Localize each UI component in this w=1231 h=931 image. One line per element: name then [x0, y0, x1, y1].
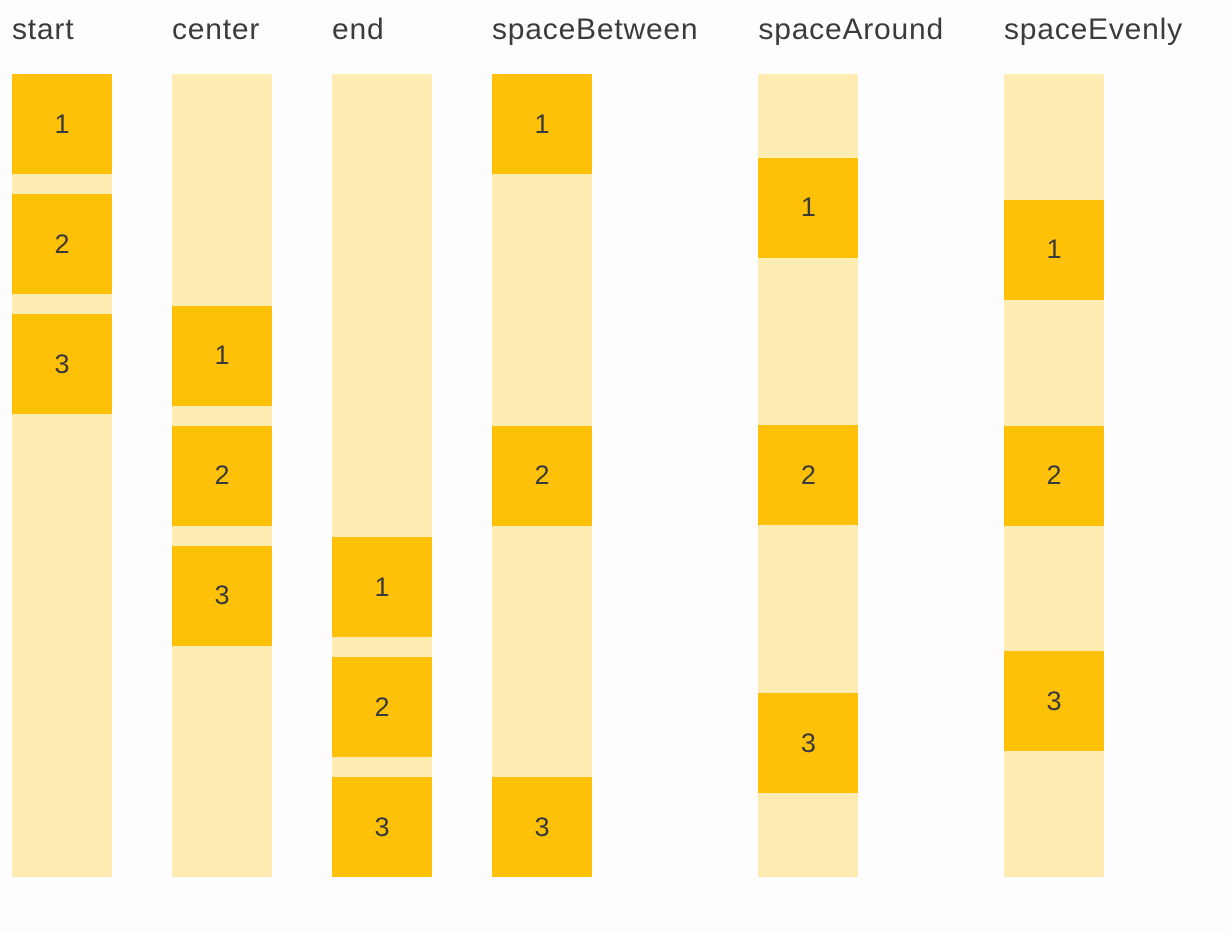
column-start-label: start — [12, 13, 75, 46]
flex-item-3: 3 — [12, 314, 112, 414]
column-space-evenly-track: 1 2 3 — [1004, 74, 1104, 877]
flex-item-2: 2 — [172, 425, 272, 526]
flex-item-1: 1 — [172, 305, 272, 406]
column-space-evenly-label: spaceEvenly — [1004, 13, 1183, 46]
flex-item-1: 1 — [758, 157, 859, 258]
column-center-track: 1 2 3 — [172, 74, 272, 877]
flex-item-2: 2 — [332, 657, 432, 757]
flex-item-3: 3 — [332, 777, 432, 877]
flex-item-2: 2 — [758, 425, 859, 526]
flex-item-2: 2 — [492, 425, 592, 526]
column-space-around-label: spaceAround — [758, 13, 944, 46]
column-start-track: 1 2 3 — [12, 74, 112, 877]
flex-item-1: 1 — [12, 74, 112, 174]
column-space-around: spaceAround 1 2 3 — [758, 8, 944, 877]
alignment-demo-board: start 1 2 3 center 1 2 3 end 1 2 3 space… — [12, 8, 1183, 877]
column-center-label: center — [172, 13, 261, 46]
flex-item-1: 1 — [1004, 199, 1104, 300]
flex-item-1: 1 — [492, 74, 592, 174]
column-end: end 1 2 3 — [332, 8, 432, 877]
column-end-track: 1 2 3 — [332, 74, 432, 877]
column-space-between-label: spaceBetween — [492, 13, 699, 46]
flex-item-2: 2 — [12, 194, 112, 294]
column-start: start 1 2 3 — [12, 8, 112, 877]
column-space-around-track: 1 2 3 — [758, 74, 859, 877]
flex-item-3: 3 — [492, 777, 592, 877]
flex-item-3: 3 — [172, 545, 272, 646]
column-space-between: spaceBetween 1 2 3 — [492, 8, 698, 877]
column-space-evenly: spaceEvenly 1 2 3 — [1004, 8, 1183, 877]
flex-item-1: 1 — [332, 537, 432, 637]
flex-item-3: 3 — [1004, 651, 1104, 752]
column-space-between-track: 1 2 3 — [492, 74, 592, 877]
flex-item-2: 2 — [1004, 425, 1104, 526]
flex-item-3: 3 — [758, 693, 859, 794]
column-end-label: end — [332, 13, 385, 46]
column-center: center 1 2 3 — [172, 8, 272, 877]
